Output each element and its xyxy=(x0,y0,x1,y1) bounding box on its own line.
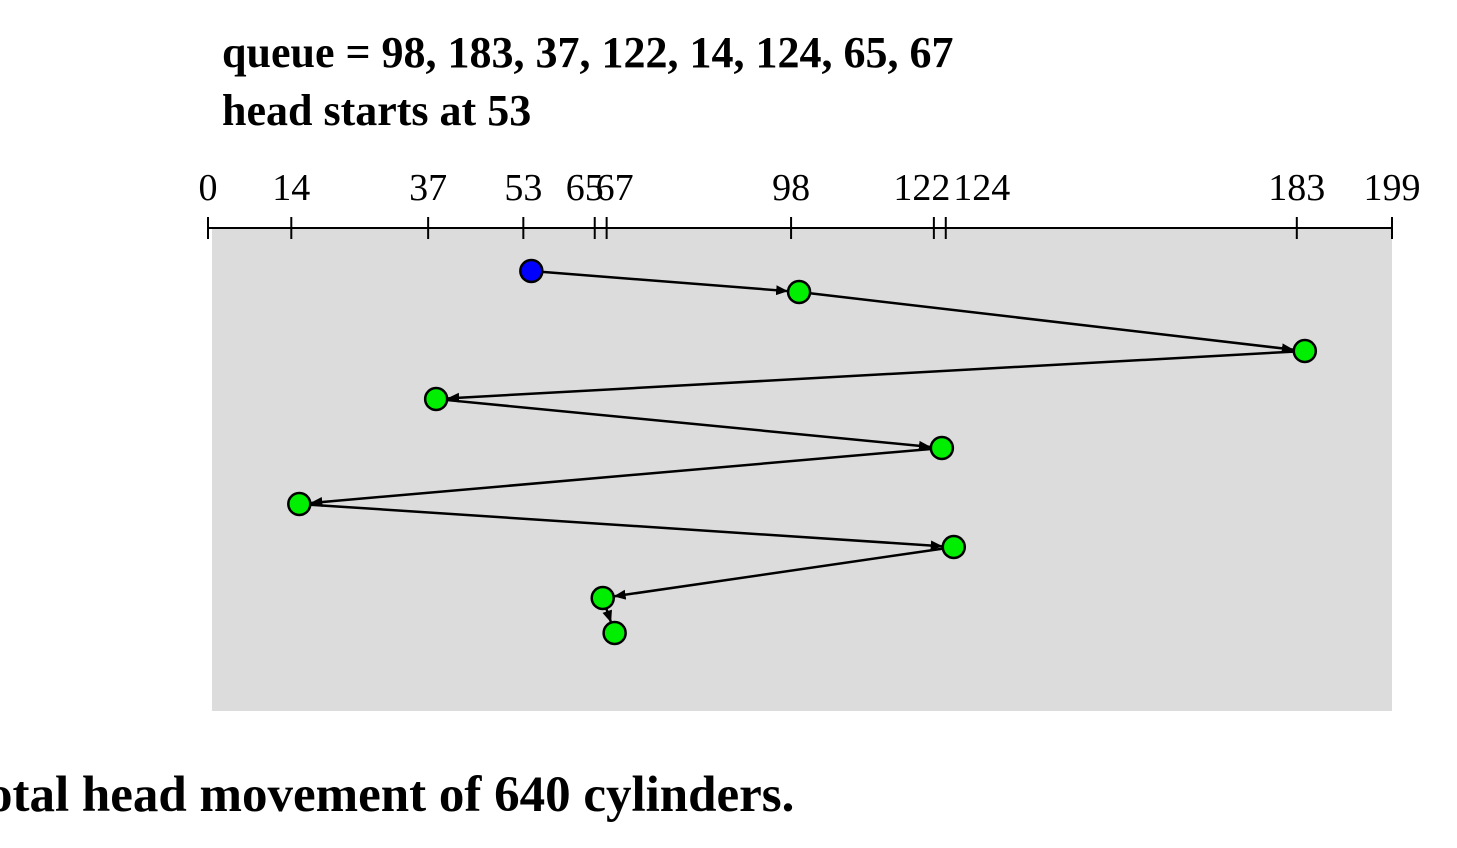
head-move-arrow-53-to-98 xyxy=(542,270,789,296)
request-node-183 xyxy=(1292,338,1318,364)
request-node-65 xyxy=(590,585,615,611)
request-node-14 xyxy=(287,491,312,517)
tick-label-67: 67 xyxy=(596,167,634,209)
tick-label-98: 98 xyxy=(772,167,810,209)
request-node-67 xyxy=(602,620,627,646)
head-move-arrow-65-to-67 xyxy=(602,608,612,623)
tick-label-183: 183 xyxy=(1268,167,1325,209)
diagram-panel xyxy=(212,228,1392,711)
tick-label-124: 124 xyxy=(953,167,1010,209)
head-move-arrow-98-to-183 xyxy=(809,292,1294,354)
tick-label-53: 53 xyxy=(504,167,542,209)
tick-label-122: 122 xyxy=(893,167,950,209)
head-move-arrow-183-to-37 xyxy=(447,350,1294,403)
total-movement-text: otal head movement of 640 cylinders. xyxy=(0,767,795,823)
tick-label-37: 37 xyxy=(409,167,447,209)
head-path xyxy=(310,270,1294,623)
queue-text: queue = 98, 183, 37, 122, 14, 124, 65, 6… xyxy=(222,28,954,77)
head-start-node xyxy=(519,258,544,284)
tick-label-199: 199 xyxy=(1364,167,1421,209)
tick-label-65: 65 xyxy=(566,167,604,209)
request-node-124 xyxy=(941,534,967,560)
head-move-arrow-14-to-124 xyxy=(310,503,943,551)
tick-label-14: 14 xyxy=(272,167,310,209)
tick-label-0: 0 xyxy=(199,167,218,209)
head-move-arrow-124-to-65 xyxy=(613,547,944,600)
head-start-text: head starts at 53 xyxy=(222,86,532,135)
head-move-arrow-122-to-14 xyxy=(310,447,932,507)
request-node-122 xyxy=(929,435,955,461)
request-nodes xyxy=(287,258,1318,646)
head-move-arrow-37-to-122 xyxy=(446,398,931,451)
request-node-37 xyxy=(423,386,449,412)
request-node-98 xyxy=(786,279,812,305)
